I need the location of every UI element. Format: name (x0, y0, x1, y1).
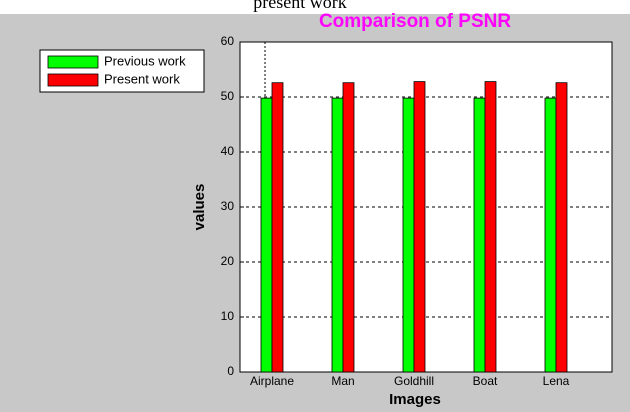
x-tick-label: Airplane (250, 374, 294, 388)
legend-label: Previous work (104, 53, 186, 68)
y-tick-label: 20 (221, 254, 235, 268)
bar (484, 81, 497, 373)
chart-title: Comparison of PSNR (319, 11, 511, 32)
y-tick-label: 40 (221, 144, 235, 158)
x-tick-label: Lena (543, 374, 570, 388)
bar (555, 82, 568, 373)
bar (413, 81, 426, 373)
caption: present work (253, 0, 346, 12)
x-tick-label: Goldhill (394, 374, 434, 388)
bar (473, 97, 486, 373)
x-axis-label: Images (389, 391, 441, 408)
legend-label: Present work (104, 71, 180, 86)
x-tick-label: Boat (473, 374, 498, 388)
bar (402, 97, 415, 373)
bar (260, 97, 273, 373)
y-tick-label: 50 (221, 89, 235, 103)
legend-swatch (47, 55, 99, 69)
y-tick-label: 0 (227, 364, 234, 378)
y-tick-label: 60 (221, 34, 235, 48)
y-axis-label: values (191, 184, 208, 231)
bar (544, 97, 557, 373)
bar (331, 97, 344, 373)
y-tick-label: 10 (221, 309, 235, 323)
bar (342, 82, 355, 373)
bar (271, 82, 284, 373)
legend-swatch (47, 73, 99, 87)
y-tick-label: 30 (221, 199, 235, 213)
x-tick-label: Man (331, 374, 354, 388)
